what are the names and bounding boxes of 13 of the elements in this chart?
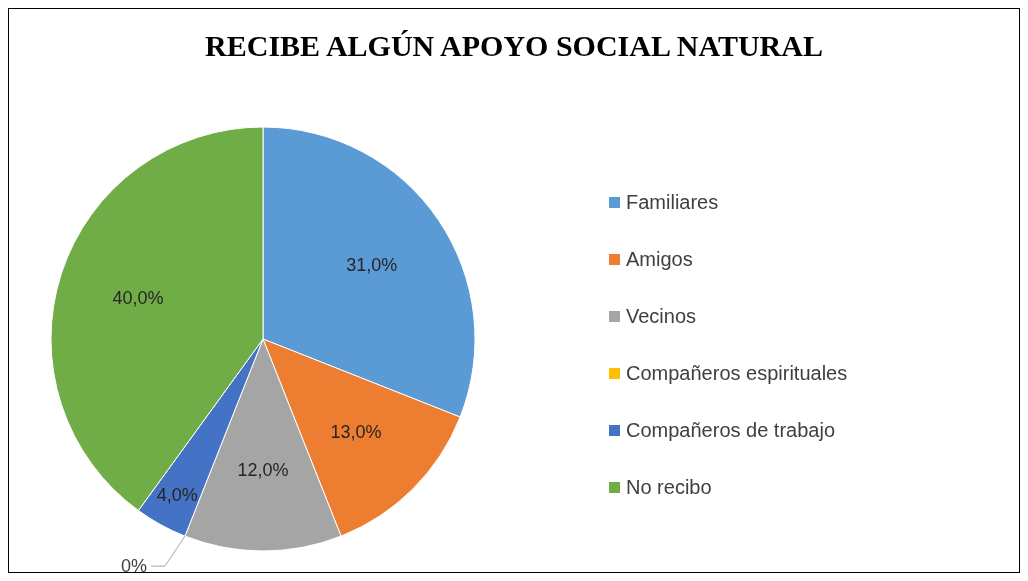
chart-title: RECIBE ALGÚN APOYO SOCIAL NATURAL [204,29,824,63]
legend-label: No recibo [625,475,713,500]
data-label: 40,0% [112,288,164,309]
legend-label: Familiares [625,190,720,215]
legend-label: Amigos [625,247,694,272]
data-label: 12,0% [237,460,289,481]
legend-label: Compañeros de trabajo [625,418,836,443]
data-label: 4,0% [156,485,198,506]
data-label: 31,0% [346,255,398,276]
legend-label: Vecinos [625,304,698,329]
data-label: 13,0% [330,421,382,442]
legend-label: Compañeros espirituales [625,361,848,386]
text: 0% [120,556,147,577]
